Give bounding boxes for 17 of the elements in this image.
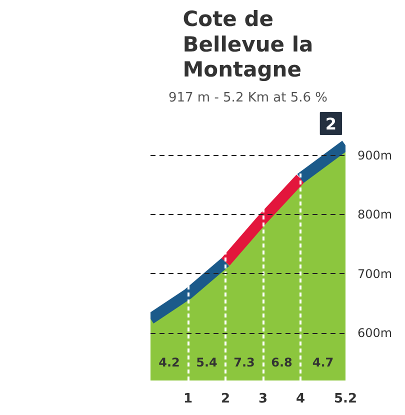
annotation: 4.2 (158, 356, 180, 370)
chart-title: Cote de Bellevue la Montagne (182, 7, 314, 82)
text: 2 (325, 114, 337, 134)
chart-subtitle: 917 m - 5.2 Km at 5.6 % (168, 90, 328, 106)
annotation: 6.8 (271, 356, 292, 370)
annotation: 4.7 (312, 356, 334, 370)
y-tick-label: 600m (358, 326, 392, 340)
x-tick-label: 5.2 (334, 392, 358, 406)
y-tick-label: 900m (358, 148, 392, 162)
annotation: 5.4 (196, 356, 218, 370)
x-tick-label: 3 (258, 392, 268, 406)
annotation: 7.3 (234, 356, 255, 370)
y-tick-label: 800m (358, 208, 392, 222)
x-tick-label: 4 (296, 392, 306, 406)
x-tick-label: 1 (183, 392, 193, 406)
x-tick-label: 2 (220, 392, 230, 406)
y-tick-label: 700m (358, 266, 392, 281)
